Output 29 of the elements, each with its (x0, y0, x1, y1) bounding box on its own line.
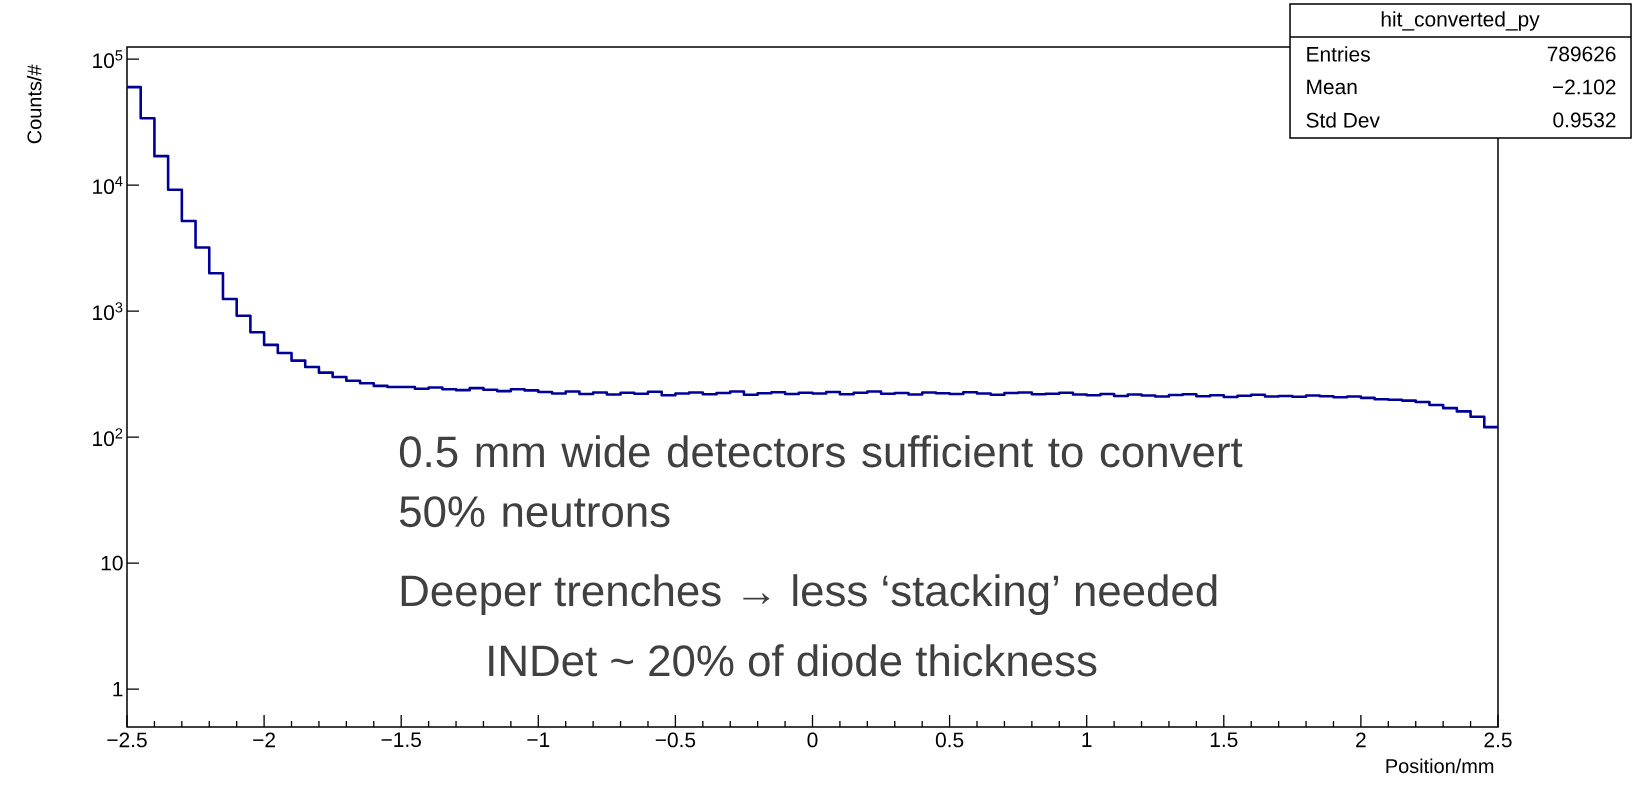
x-tick-label: −2.5 (107, 732, 147, 748)
text: −2.102 (1552, 79, 1616, 95)
x-tick-label: 0.5 (935, 732, 964, 748)
x-tick-label: −2 (253, 732, 275, 748)
x-tick-label: 1 (1082, 732, 1092, 747)
annotation: INDet ~ 20% of diode thickness (489, 644, 1097, 677)
x-tick-label: 0 (807, 732, 818, 748)
x-axis-title: Position/mm (1386, 758, 1494, 774)
x-tick-label: −0.5 (655, 732, 696, 748)
y-tick-label: 10$^{2}$ (93, 428, 123, 447)
y-tick-label: 10$^{3}$ (93, 302, 123, 321)
chart-title: hit_converted_py (1381, 11, 1540, 31)
y-axis-title: Counts/# (26, 64, 42, 144)
annotation: Entries (1307, 46, 1370, 62)
x-tick-label: −1 (527, 732, 550, 747)
y-tick-label: 10 (101, 555, 123, 571)
x-tick-label: 2.5 (1484, 732, 1512, 748)
x-tick-label: 1.5 (1210, 732, 1238, 748)
annotation: Deeper trenches → less ‘stacking’ needed (401, 574, 1217, 616)
text: 789626 (1547, 46, 1616, 62)
text: 0.9532 (1553, 112, 1616, 128)
annotation: 0.5 mm wide detectors sufficient to convert 50% neutrons (399, 435, 1243, 528)
y-tick-label: 10$^{5}$ (93, 50, 123, 69)
x-tick-label: −1.5 (381, 732, 421, 748)
y-tick-label: 1 (113, 681, 123, 697)
annotation: Mean (1307, 79, 1357, 95)
x-tick-label: 2 (1356, 732, 1366, 748)
y-tick-label: 10$^{4}$ (93, 176, 123, 195)
annotation: Std Dev (1306, 112, 1380, 128)
